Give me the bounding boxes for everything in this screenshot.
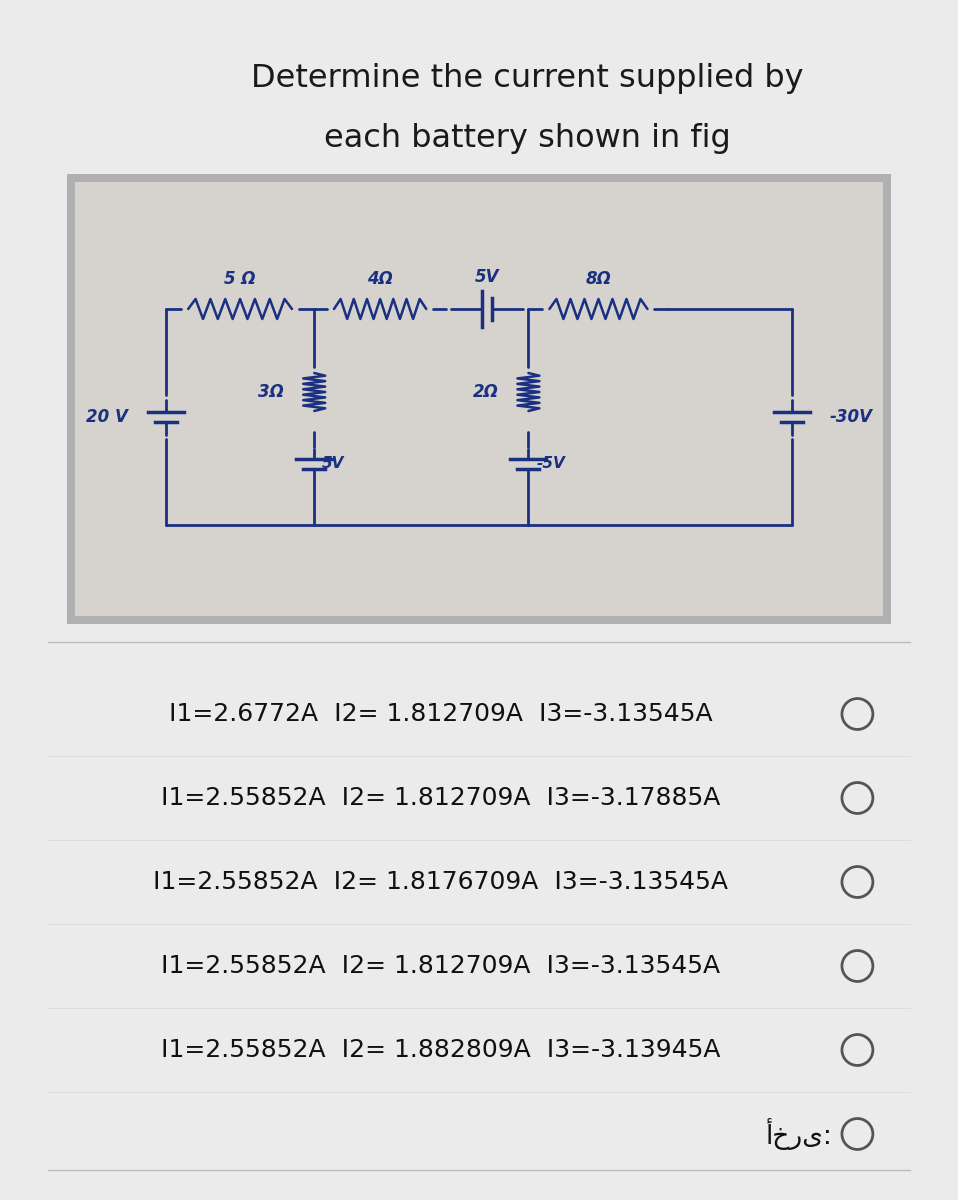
Text: 5V: 5V xyxy=(475,268,499,286)
Text: I1=2.55852A  I2= 1.812709A  I3=-3.13545A: I1=2.55852A I2= 1.812709A I3=-3.13545A xyxy=(161,954,720,978)
Text: Determine the current supplied by: Determine the current supplied by xyxy=(251,62,803,94)
Text: I1=2.6772A  I2= 1.812709A  I3=-3.13545A: I1=2.6772A I2= 1.812709A I3=-3.13545A xyxy=(169,702,713,726)
Text: 20 V: 20 V xyxy=(86,408,128,426)
Text: 3Ω: 3Ω xyxy=(259,383,285,401)
Text: 8Ω: 8Ω xyxy=(585,270,611,288)
Bar xyxy=(67,174,891,624)
Text: I1=2.55852A  I2= 1.8176709A  I3=-3.13545A: I1=2.55852A I2= 1.8176709A I3=-3.13545A xyxy=(153,870,728,894)
Text: -30V: -30V xyxy=(830,408,873,426)
Text: each battery shown in fig: each battery shown in fig xyxy=(324,122,730,154)
Text: 4Ω: 4Ω xyxy=(367,270,393,288)
Text: 5V: 5V xyxy=(322,456,345,472)
Bar xyxy=(75,182,883,616)
Text: I1=2.55852A  I2= 1.812709A  I3=-3.17885A: I1=2.55852A I2= 1.812709A I3=-3.17885A xyxy=(161,786,720,810)
Text: 5 Ω: 5 Ω xyxy=(224,270,256,288)
Text: -5V: -5V xyxy=(536,456,565,472)
Text: 2Ω: 2Ω xyxy=(472,383,498,401)
Text: أخرى:: أخرى: xyxy=(765,1118,833,1150)
Text: I1=2.55852A  I2= 1.882809A  I3=-3.13945A: I1=2.55852A I2= 1.882809A I3=-3.13945A xyxy=(161,1038,720,1062)
